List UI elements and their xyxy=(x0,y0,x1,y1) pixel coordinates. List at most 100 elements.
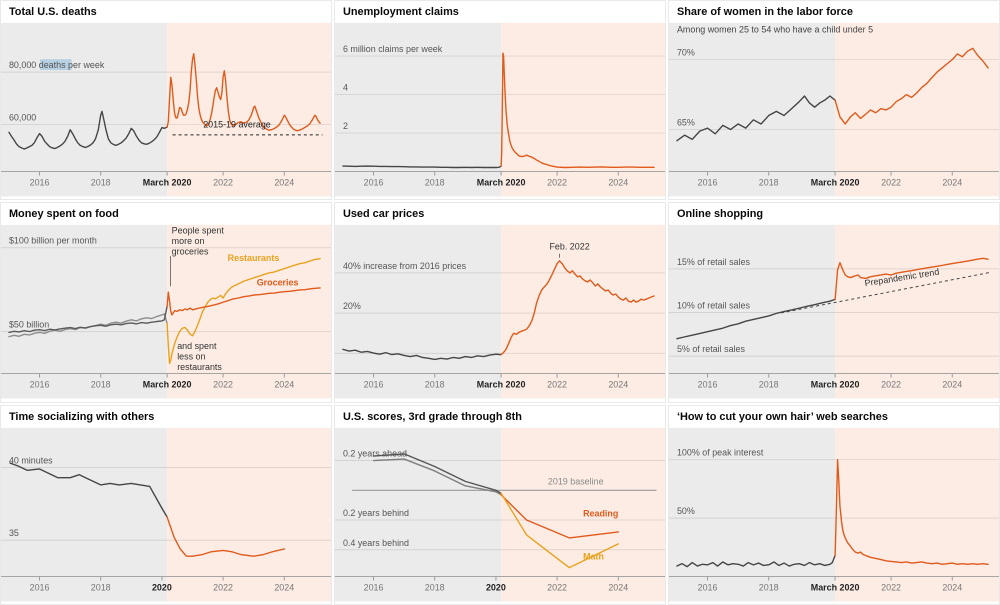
x-tick-label: 2016 xyxy=(698,380,718,390)
pandemic-band xyxy=(835,427,999,602)
x-tick-label: March 2020 xyxy=(811,177,860,187)
annotation: Restaurants xyxy=(228,253,280,263)
x-tick-label: March 2020 xyxy=(143,380,192,390)
chart-title: Unemployment claims xyxy=(343,6,459,18)
x-tick-label: 2018 xyxy=(425,177,445,187)
x-tick-label: 2022 xyxy=(213,582,233,592)
label-line: 2022 xyxy=(547,380,567,390)
label-line: Money spent on food xyxy=(9,208,119,220)
x-tick-label: 2020 xyxy=(486,582,506,592)
x-tick-label: 2016 xyxy=(30,582,50,592)
series-reading-pandemic xyxy=(500,493,619,539)
x-tick-label: 2022 xyxy=(881,582,901,592)
prepandemic-band xyxy=(1,22,168,197)
label-line: 2022 xyxy=(547,177,567,187)
x-tick-label: 2016 xyxy=(364,380,384,390)
label-line: March 2020 xyxy=(477,380,526,390)
x-tick-label: 2022 xyxy=(547,582,567,592)
label-line: 2022 xyxy=(881,582,901,592)
series-weekly-deaths-pandemic xyxy=(166,53,321,132)
x-tick-label: 2018 xyxy=(91,177,111,187)
x-tick-label: 2022 xyxy=(547,177,567,187)
annotation: 2019 baseline xyxy=(548,476,604,486)
chart-svg-haircut-searches: 100% of peak interest 50% 2016 2018 March 20… xyxy=(669,411,999,602)
series-search-interest-prepandemic xyxy=(676,554,836,567)
x-tick-label: 2024 xyxy=(942,380,962,390)
series-groceries-prepandemic xyxy=(8,306,168,334)
label-line: 2024 xyxy=(608,380,628,390)
label-line: 2018 xyxy=(425,582,445,592)
label-line: 60,000 xyxy=(9,112,36,122)
y-axis-label: 2 xyxy=(343,121,348,131)
y-axis-label: 50% xyxy=(677,506,695,516)
label-line: 15% of retail sales xyxy=(677,257,751,267)
label-line: 0.2 years ahead xyxy=(343,448,407,458)
y-axis-label: $100 billion per month xyxy=(9,236,97,246)
label-line: and spent xyxy=(177,342,217,352)
label-line: Reading xyxy=(583,508,618,518)
label-line: 2022 xyxy=(213,380,233,390)
x-tick-label: 2024 xyxy=(608,177,628,187)
chart-title: Share of women in the labor force xyxy=(677,6,853,18)
x-tick-label: 2018 xyxy=(425,380,445,390)
label-line: Groceries xyxy=(257,278,299,288)
y-axis-label: 40 minutes xyxy=(9,455,53,465)
x-tick-label: 2024 xyxy=(942,582,962,592)
x-tick-label: March 2020 xyxy=(477,177,526,187)
label-line: Total U.S. deaths xyxy=(9,6,97,18)
series-labor-force-share-pandemic xyxy=(834,47,989,125)
label-line: 80,000 deaths per week xyxy=(9,60,105,70)
series-reading-prepandemic xyxy=(372,458,502,496)
label-line: 2024 xyxy=(274,177,294,187)
label-line: 2018 xyxy=(91,380,111,390)
chart-svg-time-socializing: 40 minutes 35 2016 2018 2020 2022 2024 Time soc… xyxy=(1,411,331,602)
label-line: $100 billion per month xyxy=(9,236,97,246)
label-line: 0.2 years behind xyxy=(343,508,409,518)
label-line: 6 million claims per week xyxy=(343,44,443,54)
y-axis-label: 0.4 years behind xyxy=(343,537,409,547)
label-line: 65% xyxy=(677,118,695,128)
label-line: 2024 xyxy=(942,177,962,187)
annotation: Feb. 2022 xyxy=(549,242,589,252)
pandemic-band xyxy=(167,427,331,602)
chart-svg-money-spent-on-food: $100 billion per month $50 billion 2016 201… xyxy=(1,208,331,399)
label-line: 0.4 years behind xyxy=(343,537,409,547)
chart-title: Money spent on food xyxy=(9,208,119,220)
series-ecommerce-share-prepandemic xyxy=(676,299,836,340)
label-line: 2018 xyxy=(425,380,445,390)
series-search-interest-pandemic xyxy=(834,458,989,565)
series-groceries-pandemic xyxy=(166,287,321,316)
label-line: 40 minutes xyxy=(9,455,53,465)
chart-title: Total U.S. deaths xyxy=(9,6,97,18)
label-line: 2016 xyxy=(364,177,384,187)
prepandemic-band xyxy=(669,427,836,602)
label-line: Restaurants xyxy=(228,253,280,263)
label-line: 2020 xyxy=(486,582,506,592)
y-axis-label: 0.2 years ahead xyxy=(343,448,407,458)
label-line: 2016 xyxy=(30,380,50,390)
chart-svg-total-us-deaths: 80,000 deaths per week 60,000 2016 2018 Marc… xyxy=(1,6,331,197)
chart-subtitle: Among women 25 to 54 who have a child un… xyxy=(677,25,873,35)
y-axis-label: 65% xyxy=(677,118,695,128)
label-line: Math xyxy=(583,551,604,561)
label-line: March 2020 xyxy=(477,177,526,187)
label-line: less on xyxy=(177,352,205,362)
label-line: 2016 xyxy=(698,582,718,592)
label-line: 2 xyxy=(343,121,348,131)
chart-svg-school-scores: 0.2 years ahead 0.2 years behind 0.4 years… xyxy=(335,411,665,602)
label-line: $50 billion xyxy=(9,320,49,330)
selection-highlight xyxy=(39,59,72,71)
label-line: 2016 xyxy=(364,380,384,390)
prepandemic-band xyxy=(335,427,502,602)
label-line: 2016 xyxy=(364,582,384,592)
label-line: Among women 25 to 54 who have a child un… xyxy=(677,25,873,35)
label-line: 2022 xyxy=(881,177,901,187)
series-weekly-claims-prepandemic xyxy=(342,165,502,169)
y-axis-label: 100% of peak interest xyxy=(677,447,764,457)
x-tick-label: 2022 xyxy=(213,380,233,390)
y-axis-label: $50 billion xyxy=(9,320,49,330)
annotation: Math xyxy=(583,551,604,561)
x-tick-label: 2024 xyxy=(608,380,628,390)
annotation: Groceries xyxy=(257,278,299,288)
